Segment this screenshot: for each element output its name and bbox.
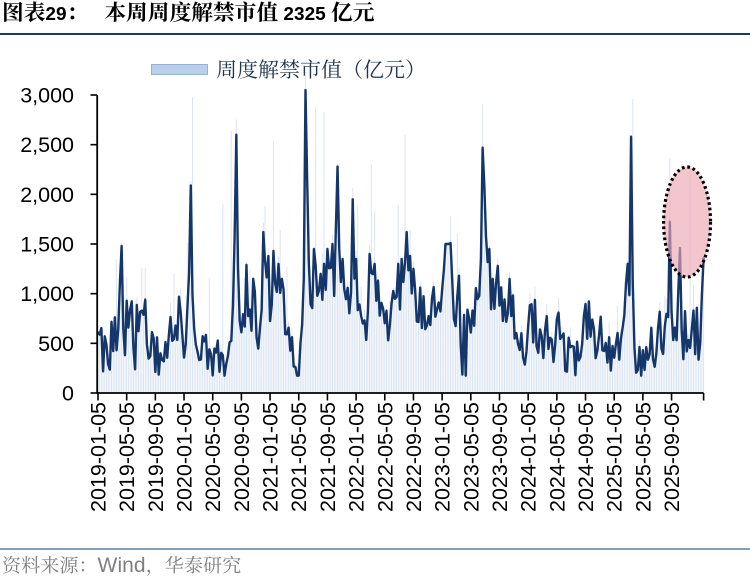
y-tick-label: 1,500 [20, 233, 74, 257]
x-tick-label: 2019-01-05 [87, 402, 111, 512]
line-series [96, 88, 705, 377]
x-tick-label: 2025-05-05 [631, 402, 655, 512]
x-tick-label: 2022-01-05 [345, 402, 369, 512]
x-tick-label: 2021-09-05 [316, 402, 340, 512]
title-divider [0, 33, 750, 35]
y-tick-label: 0 [62, 382, 74, 406]
highlight-ellipse [662, 165, 713, 279]
y-tick-label: 1,000 [20, 282, 74, 306]
x-tick-label: 2021-05-05 [287, 402, 311, 512]
x-tick-label: 2020-09-05 [230, 402, 254, 512]
x-tick-label: 2019-09-05 [144, 402, 168, 512]
y-tick-label: 2,000 [20, 183, 74, 207]
x-tick-label: 2024-01-05 [517, 402, 541, 512]
x-tick-label: 2023-09-05 [488, 402, 512, 512]
y-tick-label: 2,500 [20, 133, 74, 157]
x-tick-label: 2023-05-05 [459, 402, 483, 512]
x-tick-label: 2021-01-05 [259, 402, 283, 512]
x-tick-label: 2019-05-05 [115, 402, 139, 512]
legend-swatch-bar [151, 64, 208, 75]
x-tick-label: 2025-09-05 [660, 402, 684, 512]
source-note: 资料来源：Wind，华泰研究 [2, 554, 242, 577]
x-tick-label: 2022-05-05 [373, 402, 397, 512]
x-tick-label: 2022-09-05 [402, 402, 426, 512]
x-tick-label: 2023-01-05 [431, 402, 455, 512]
legend-series-label: 周度解禁市值（亿元） [216, 54, 426, 84]
footer-divider [0, 548, 750, 550]
x-tick-label: 2020-01-05 [173, 402, 197, 512]
figure-title: 图表29： 本周周度解禁市值 2325 亿元 [2, 0, 375, 27]
x-tick-label: 2024-05-05 [545, 402, 569, 512]
x-tick-label: 2025-01-05 [603, 402, 627, 512]
y-tick-label: 500 [38, 332, 74, 356]
x-tick-label: 2020-05-05 [201, 402, 225, 512]
figure-title-text: 本周周度解禁市值 2325 亿元 [104, 0, 375, 27]
figure-number-label: 图表29： [2, 0, 89, 27]
x-tick-label: 2024-09-05 [574, 402, 598, 512]
y-tick-label: 3,000 [20, 84, 74, 108]
